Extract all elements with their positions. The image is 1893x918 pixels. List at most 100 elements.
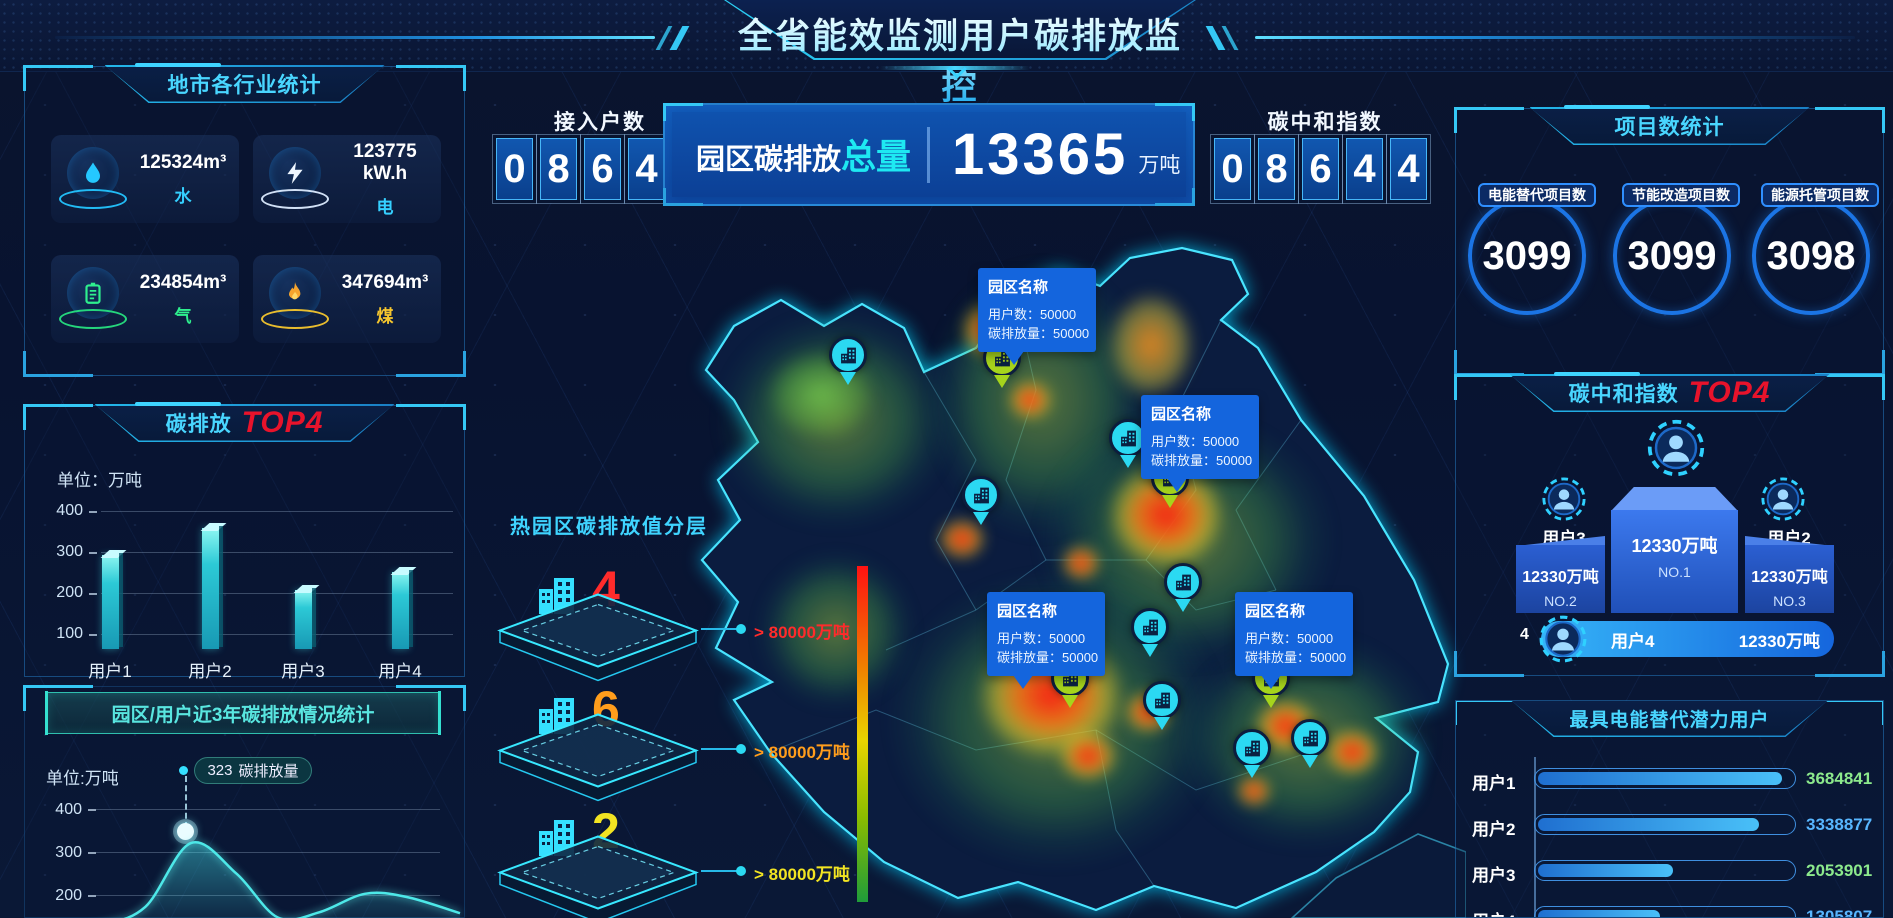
electricity-value: 123775 kW.h xyxy=(353,140,417,184)
podium-top-face xyxy=(1745,536,1834,546)
panel-potential-users: 最具电能替代潜力用户 用户1 3684841 用户2 3338877 用户3 2… xyxy=(1455,700,1884,918)
hot-layers-title: 热园区碳排放值分层 xyxy=(510,516,708,538)
building-icon xyxy=(829,336,867,374)
header-decor-line-right xyxy=(1255,36,1855,39)
projects-title: 项目数统计 xyxy=(1614,116,1725,139)
axis-line xyxy=(1534,757,1536,917)
potential-title: 最具电能替代潜力用户 xyxy=(1569,709,1770,731)
province-heat-map: 园区名称 用户数：50000 碳排放量：50000 园区名称 用户数：50000… xyxy=(676,230,1467,918)
icon-ring xyxy=(59,189,127,209)
bar-user1 xyxy=(102,555,119,649)
building-icon xyxy=(962,476,1000,514)
map-pin-building[interactable] xyxy=(1163,563,1203,615)
panel-industry-stats: 地市各行业统计 125324m³ 水 123775 kW.h 电 234854m… xyxy=(23,63,466,377)
map-pin-building[interactable] xyxy=(828,336,868,388)
podium-top-face xyxy=(1611,487,1738,511)
pin-tail xyxy=(1244,765,1260,778)
corner-decor xyxy=(23,351,93,377)
header-slash-left-icon xyxy=(669,26,690,50)
users-label: 用户数： xyxy=(1245,631,1298,646)
neutral-top4-accent: TOP4 xyxy=(1688,376,1771,409)
project-count-3: 3098 xyxy=(1752,197,1870,315)
podium-top-face xyxy=(1516,536,1605,546)
users-value: 50000 xyxy=(1203,434,1240,449)
page-title: 全省能效监测用户碳排放监控 xyxy=(724,8,1196,110)
curve-point-marker xyxy=(177,823,194,840)
map-pin-building[interactable] xyxy=(961,476,1001,528)
project-count-1: 3099 xyxy=(1468,197,1586,315)
stat-card-gas: 234854m³ 气 xyxy=(51,255,239,343)
pin-tail xyxy=(1062,695,1078,708)
trend-unit: 单位:万吨 xyxy=(46,769,119,788)
coal-value: 347694m³ xyxy=(341,271,429,293)
header-slash-right-icon xyxy=(1205,26,1226,50)
layer-group-2: 6 > 80000万吨 xyxy=(496,681,856,810)
water-label: 水 xyxy=(174,186,192,206)
bar-category: 用户3 xyxy=(281,662,325,681)
building-icon xyxy=(1291,719,1329,757)
podium-rank-1: NO.1 xyxy=(1658,564,1691,580)
panel-head-inner xyxy=(106,67,383,102)
map-pin-building[interactable] xyxy=(1290,719,1330,771)
trend-ytick-300: 300 xyxy=(55,844,82,861)
building-icon xyxy=(1131,608,1169,646)
access-users-label: 接入户数 xyxy=(554,111,646,134)
bar-category: 用户2 xyxy=(188,662,232,681)
project-chip-2: 节能改造项目数 xyxy=(1622,183,1740,207)
corner-decor xyxy=(1815,651,1885,677)
fourth-rank-bar: 用户4 12330万吨 xyxy=(1541,621,1834,657)
pin-tail xyxy=(994,375,1010,388)
layer-group-3: 2 > 80000万吨 xyxy=(496,803,856,918)
digit-tile: 4 xyxy=(628,138,665,200)
podium-block-3: 12330万吨 NO.3 xyxy=(1745,545,1834,613)
map-tooltip-3: 园区名称 用户数：50000 碳排放量：50000 xyxy=(987,592,1105,689)
emission-value: 50000 xyxy=(1216,453,1253,468)
trend-stats-button[interactable]: 园区/用户近3年碳排放情况统计 xyxy=(45,691,441,735)
layer-group-1: 4 > 80000万吨 xyxy=(496,561,856,690)
heat-blob xyxy=(756,550,916,710)
connector-dot-icon xyxy=(736,624,746,634)
users-label: 用户数： xyxy=(997,631,1050,646)
map-tooltip-2: 园区名称 用户数：50000 碳排放量：50000 xyxy=(1141,395,1259,492)
row-user: 用户3 xyxy=(1472,866,1516,885)
panel-projects: 项目数统计 电能替代项目数 节能改造项目数 能源托管项目数 3099 3099 … xyxy=(1454,105,1885,376)
layer-threshold: > 80000万吨 xyxy=(754,743,850,762)
digit-tile: 8 xyxy=(1258,138,1295,200)
building-icon xyxy=(1233,729,1271,767)
heat-blob xyxy=(1058,730,1118,782)
project-count-2: 3099 xyxy=(1613,197,1731,315)
podium-block-1: 12330万吨 NO.1 xyxy=(1611,510,1738,613)
heat-blob xyxy=(1236,775,1272,807)
ytick-400: 400 xyxy=(56,502,83,519)
total-emission-inner: 园区碳排放总量 13365 万吨 xyxy=(672,112,1186,197)
total-unit: 万吨 xyxy=(1138,153,1181,177)
potential-row-2: 用户2 3338877 xyxy=(1456,811,1883,841)
corner-decor xyxy=(23,404,93,430)
progress-track xyxy=(1534,860,1796,881)
map-pin-building[interactable] xyxy=(1130,608,1170,660)
progress-fill xyxy=(1538,772,1783,785)
heat-blob xyxy=(938,518,986,560)
project-chip-3: 能源托管项目数 xyxy=(1761,183,1879,207)
corner-decor xyxy=(1454,107,1524,133)
panel-emission-top4: 碳排放 TOP4 单位：万吨 400 300 200 100 用户1 用户2 用户3… xyxy=(23,402,466,681)
users-value: 50000 xyxy=(1040,307,1077,322)
map-pin-building[interactable] xyxy=(1142,681,1182,733)
panel-head-inner xyxy=(1531,109,1808,144)
progress-track xyxy=(1534,906,1796,917)
connector-line xyxy=(701,870,737,872)
progress-fill xyxy=(1538,818,1759,831)
connector-line xyxy=(701,628,737,630)
pin-tail xyxy=(840,372,856,385)
fourth-value: 12330万吨 xyxy=(1738,631,1820,651)
trend-tooltip: 323 碳排放量 xyxy=(194,757,312,784)
avatar-user3 xyxy=(1541,476,1587,527)
trend-ytick-400: 400 xyxy=(55,801,82,818)
title-underline xyxy=(880,66,1030,70)
total-label-accent: 总量 xyxy=(841,138,912,177)
heat-blob xyxy=(1106,290,1196,400)
podium-value-2: 12330万吨 xyxy=(1522,569,1599,586)
map-pin-building[interactable] xyxy=(1232,729,1272,781)
neutral-top4-title: 碳中和指数 xyxy=(1568,383,1679,406)
